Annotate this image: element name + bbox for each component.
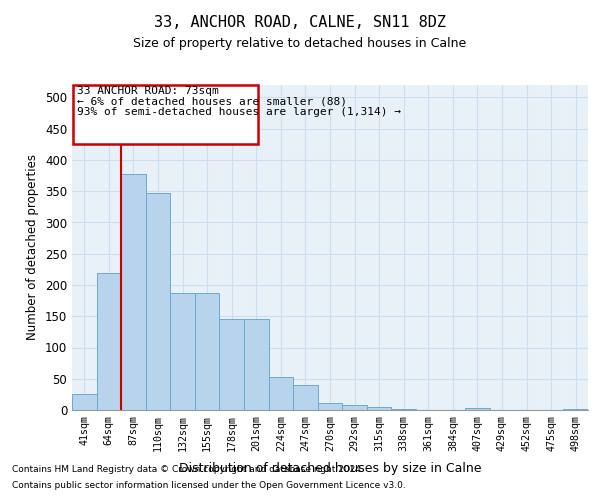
Bar — [342, 405, 367, 410]
FancyBboxPatch shape — [73, 85, 257, 144]
Text: ← 6% of detached houses are smaller (88): ← 6% of detached houses are smaller (88) — [77, 96, 347, 106]
Text: Contains public sector information licensed under the Open Government Licence v3: Contains public sector information licen… — [12, 480, 406, 490]
Bar — [146, 193, 170, 410]
Bar — [293, 385, 318, 410]
Bar — [244, 320, 269, 410]
Bar — [220, 320, 244, 410]
Bar — [563, 409, 588, 410]
Y-axis label: Number of detached properties: Number of detached properties — [26, 154, 40, 340]
Bar — [170, 292, 195, 410]
Bar — [195, 292, 220, 410]
Text: 33 ANCHOR ROAD: 73sqm: 33 ANCHOR ROAD: 73sqm — [77, 86, 218, 96]
Text: Size of property relative to detached houses in Calne: Size of property relative to detached ho… — [133, 38, 467, 51]
Bar — [121, 174, 146, 410]
Text: 93% of semi-detached houses are larger (1,314) →: 93% of semi-detached houses are larger (… — [77, 107, 401, 117]
Bar — [465, 408, 490, 410]
Text: Contains HM Land Registry data © Crown copyright and database right 2024.: Contains HM Land Registry data © Crown c… — [12, 466, 364, 474]
Bar — [269, 377, 293, 410]
Bar — [391, 409, 416, 410]
Bar — [367, 407, 391, 410]
X-axis label: Distribution of detached houses by size in Calne: Distribution of detached houses by size … — [179, 462, 481, 475]
Bar — [97, 272, 121, 410]
Bar — [318, 402, 342, 410]
Bar — [72, 394, 97, 410]
Text: 33, ANCHOR ROAD, CALNE, SN11 8DZ: 33, ANCHOR ROAD, CALNE, SN11 8DZ — [154, 15, 446, 30]
